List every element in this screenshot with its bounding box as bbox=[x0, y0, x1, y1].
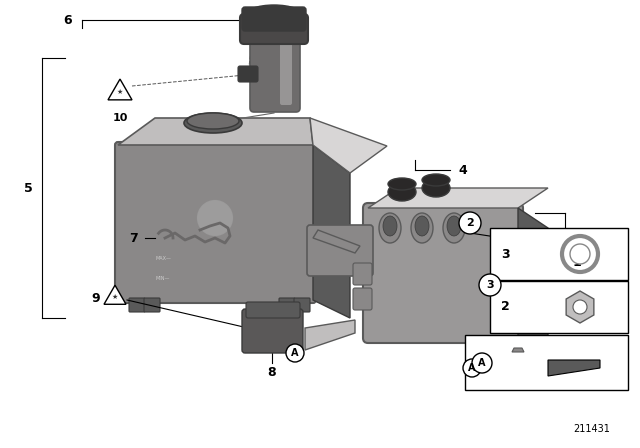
Circle shape bbox=[472, 353, 492, 373]
Circle shape bbox=[562, 236, 598, 272]
Ellipse shape bbox=[388, 183, 416, 201]
FancyBboxPatch shape bbox=[490, 228, 628, 280]
Ellipse shape bbox=[184, 113, 242, 133]
FancyBboxPatch shape bbox=[490, 281, 628, 333]
Text: 3: 3 bbox=[486, 280, 494, 290]
Ellipse shape bbox=[447, 216, 461, 236]
Text: 3: 3 bbox=[500, 247, 509, 260]
Text: MIN—: MIN— bbox=[155, 276, 170, 280]
Ellipse shape bbox=[422, 179, 450, 197]
Circle shape bbox=[479, 274, 501, 296]
FancyBboxPatch shape bbox=[242, 7, 306, 31]
Ellipse shape bbox=[415, 216, 429, 236]
FancyBboxPatch shape bbox=[363, 203, 523, 343]
Polygon shape bbox=[305, 320, 355, 350]
FancyBboxPatch shape bbox=[246, 302, 300, 318]
Text: 6: 6 bbox=[64, 13, 72, 26]
Polygon shape bbox=[310, 118, 387, 173]
Text: 1: 1 bbox=[573, 257, 581, 270]
Text: A: A bbox=[478, 358, 486, 368]
Polygon shape bbox=[368, 188, 548, 208]
Polygon shape bbox=[104, 285, 126, 304]
Text: 8: 8 bbox=[268, 366, 276, 379]
Text: 7: 7 bbox=[129, 232, 138, 245]
Ellipse shape bbox=[388, 178, 416, 190]
FancyBboxPatch shape bbox=[242, 309, 303, 353]
Circle shape bbox=[459, 212, 481, 234]
Ellipse shape bbox=[379, 213, 401, 243]
Text: ★: ★ bbox=[112, 294, 118, 300]
Ellipse shape bbox=[411, 213, 433, 243]
Polygon shape bbox=[518, 208, 548, 358]
FancyBboxPatch shape bbox=[238, 66, 258, 82]
Text: A: A bbox=[468, 363, 476, 373]
Circle shape bbox=[570, 244, 590, 264]
Circle shape bbox=[197, 200, 233, 236]
FancyBboxPatch shape bbox=[250, 14, 300, 112]
Ellipse shape bbox=[443, 213, 465, 243]
Polygon shape bbox=[566, 291, 594, 323]
FancyBboxPatch shape bbox=[115, 142, 316, 303]
Circle shape bbox=[286, 344, 304, 362]
Ellipse shape bbox=[383, 216, 397, 236]
Polygon shape bbox=[313, 145, 350, 318]
Text: 2: 2 bbox=[500, 301, 509, 314]
Ellipse shape bbox=[422, 174, 450, 186]
Text: 5: 5 bbox=[24, 181, 33, 194]
FancyBboxPatch shape bbox=[280, 21, 292, 105]
Circle shape bbox=[463, 359, 481, 377]
FancyBboxPatch shape bbox=[307, 225, 373, 276]
Polygon shape bbox=[512, 348, 524, 352]
Text: 10: 10 bbox=[112, 113, 128, 123]
Text: 9: 9 bbox=[92, 292, 100, 305]
Text: ★: ★ bbox=[117, 89, 123, 95]
Text: MAX—: MAX— bbox=[155, 255, 171, 260]
FancyBboxPatch shape bbox=[279, 298, 295, 312]
Polygon shape bbox=[548, 360, 600, 376]
FancyBboxPatch shape bbox=[294, 298, 310, 312]
Polygon shape bbox=[108, 79, 132, 100]
FancyBboxPatch shape bbox=[353, 263, 372, 285]
Circle shape bbox=[573, 300, 587, 314]
FancyBboxPatch shape bbox=[353, 288, 372, 310]
Text: A: A bbox=[291, 348, 299, 358]
Polygon shape bbox=[118, 118, 313, 145]
Text: 2: 2 bbox=[466, 218, 474, 228]
Ellipse shape bbox=[244, 5, 304, 27]
Ellipse shape bbox=[187, 113, 239, 129]
Text: 211431: 211431 bbox=[573, 424, 610, 434]
Text: 4: 4 bbox=[459, 164, 467, 177]
FancyBboxPatch shape bbox=[465, 335, 628, 390]
Polygon shape bbox=[313, 230, 360, 253]
FancyBboxPatch shape bbox=[144, 298, 160, 312]
FancyBboxPatch shape bbox=[240, 14, 308, 44]
FancyBboxPatch shape bbox=[129, 298, 145, 312]
